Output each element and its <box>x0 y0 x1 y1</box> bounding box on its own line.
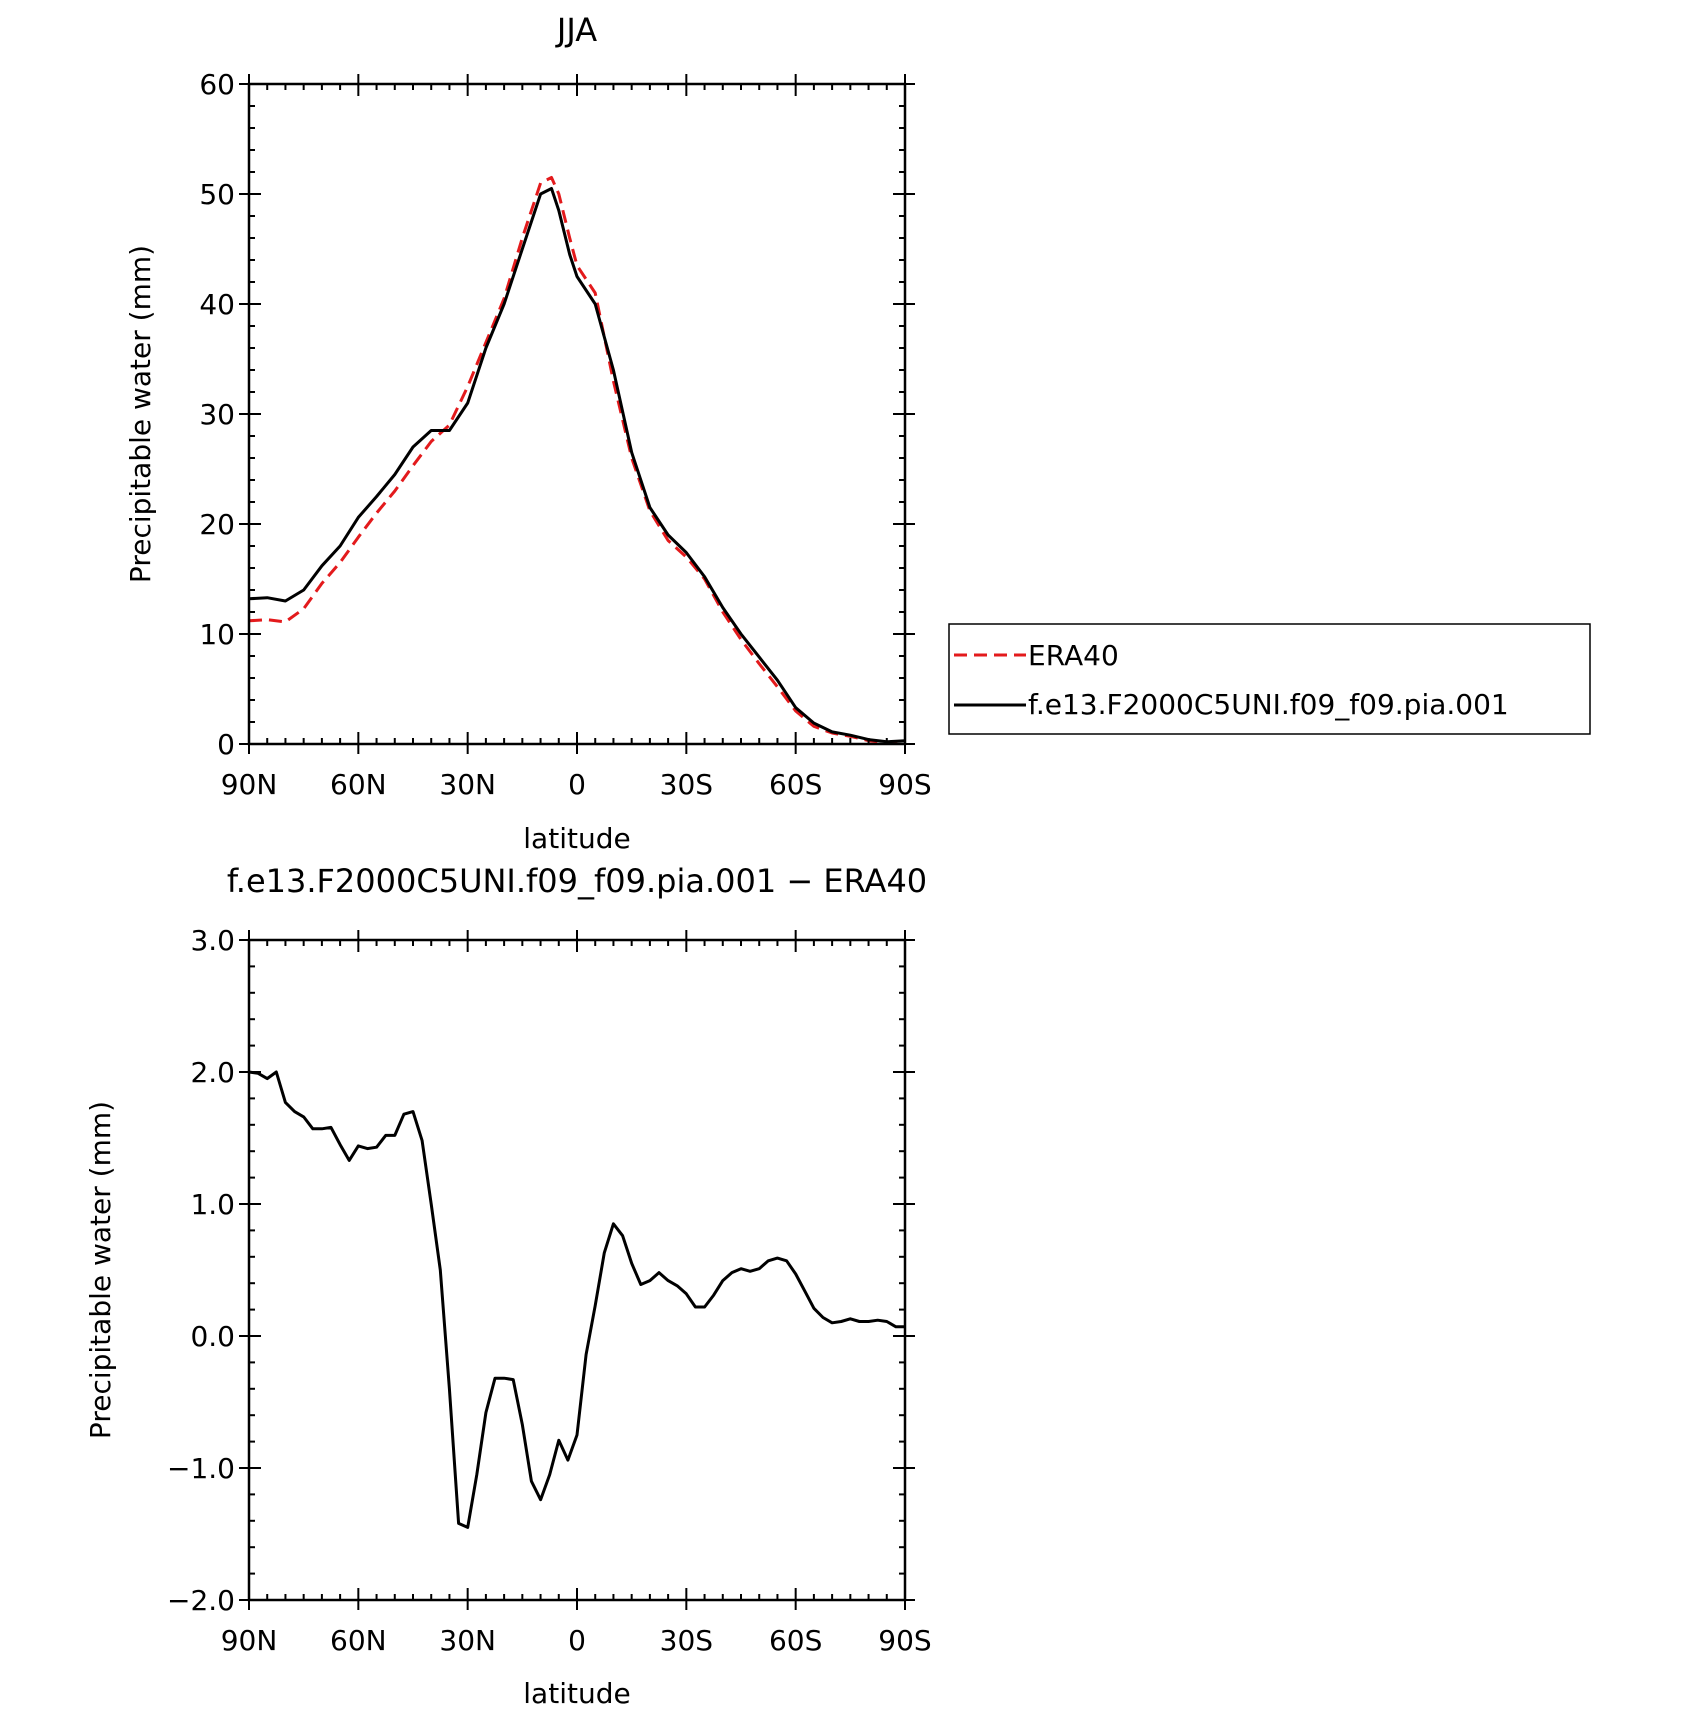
bottom-y-tick-label: 2.0 <box>190 1056 235 1089</box>
bottom-x-tick-label: 60S <box>769 1624 822 1657</box>
top-y-tick-label: 50 <box>199 178 235 211</box>
top-axis-ticks: 0 10 20 30 40 50 60 90N 60N 30N 0 30S 60S 90S <box>199 68 931 801</box>
bottom-series-line-model <box>248 1070 905 1529</box>
bottom-y-tick-label: −2.0 <box>167 1584 235 1617</box>
bottom-x-tick-label: 0 <box>568 1624 586 1657</box>
top-plot-frame <box>247 82 907 746</box>
bottom-x-tick-label: 60N <box>330 1624 387 1657</box>
legend-box <box>948 623 1591 735</box>
top-x-tick-label: 60S <box>769 768 822 801</box>
top-panel: JJA 0 10 20 30 40 50 60 90N 60N 30N 0 30S 60S 90S lat… <box>124 11 932 855</box>
bottom-x-tick-label: 30S <box>660 1624 713 1657</box>
top-y-tick-label: 0 <box>217 728 235 761</box>
top-x-axis-label: latitude <box>523 822 630 855</box>
bottom-panel: f.e13.F2000C5UNI.f09_f09.pia.001 − ERA40… <box>84 862 932 1710</box>
top-series-line-era40 <box>248 176 906 745</box>
legend: ERA40 f.e13.F2000C5UNI.f09_f09.pia.001 <box>948 623 1591 735</box>
top-x-tick-label: 30S <box>660 768 713 801</box>
top-x-tick-label: 30N <box>439 768 496 801</box>
bottom-x-axis-label: latitude <box>523 1677 630 1710</box>
top-x-tick-label: 0 <box>568 768 586 801</box>
top-y-tick-label: 40 <box>199 288 235 321</box>
top-y-tick-label: 10 <box>199 618 235 651</box>
top-y-tick-label: 60 <box>199 68 235 101</box>
bottom-chart-title: f.e13.F2000C5UNI.f09_f09.pia.001 − ERA40 <box>227 862 927 900</box>
top-chart-title: JJA <box>555 11 597 49</box>
top-series-line-model <box>248 187 906 744</box>
bottom-y-tick-label: 3.0 <box>190 924 235 957</box>
bottom-y-axis-label: Precipitable water (mm) <box>84 1101 117 1439</box>
top-x-tick-label: 90N <box>221 768 278 801</box>
bottom-y-tick-label: −1.0 <box>167 1452 235 1485</box>
top-y-tick-label: 20 <box>199 508 235 541</box>
bottom-axis-ticks: −2.0 −1.0 0.0 1.0 2.0 3.0 90N 60N 30N 0 30S 60S 90S <box>167 924 932 1657</box>
bottom-series-group <box>248 1070 905 1529</box>
legend-era40-label: ERA40 <box>1028 639 1119 672</box>
top-y-tick-label: 30 <box>199 398 235 431</box>
bottom-x-tick-label: 30N <box>439 1624 496 1657</box>
bottom-y-tick-label: 1.0 <box>190 1188 235 1221</box>
bottom-x-tick-label: 90S <box>878 1624 931 1657</box>
top-series-group <box>248 176 906 745</box>
bottom-x-tick-label: 90N <box>221 1624 278 1657</box>
top-x-tick-label: 60N <box>330 768 387 801</box>
bottom-y-tick-label: 0.0 <box>190 1320 235 1353</box>
top-y-axis-label: Precipitable water (mm) <box>124 245 157 583</box>
legend-model-label: f.e13.F2000C5UNI.f09_f09.pia.001 <box>1028 688 1509 721</box>
bottom-plot-frame <box>247 938 907 1602</box>
top-x-tick-label: 90S <box>878 768 931 801</box>
